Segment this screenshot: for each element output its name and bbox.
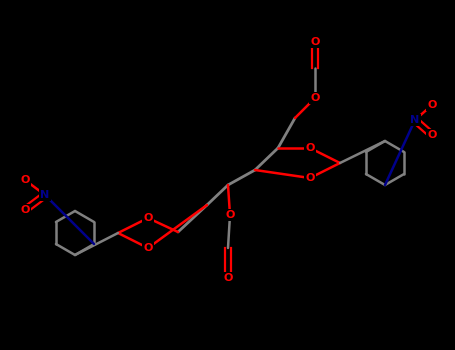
Text: O: O: [427, 130, 437, 140]
Text: O: O: [427, 100, 437, 110]
Text: N: N: [410, 115, 420, 125]
Text: O: O: [310, 37, 320, 47]
Text: O: O: [305, 173, 315, 183]
Text: O: O: [143, 213, 153, 223]
Text: O: O: [310, 93, 320, 103]
Text: O: O: [20, 205, 30, 215]
Text: O: O: [223, 273, 233, 283]
Text: O: O: [20, 175, 30, 185]
Text: O: O: [225, 210, 235, 220]
Text: N: N: [40, 190, 50, 200]
Text: O: O: [143, 243, 153, 253]
Text: O: O: [305, 143, 315, 153]
